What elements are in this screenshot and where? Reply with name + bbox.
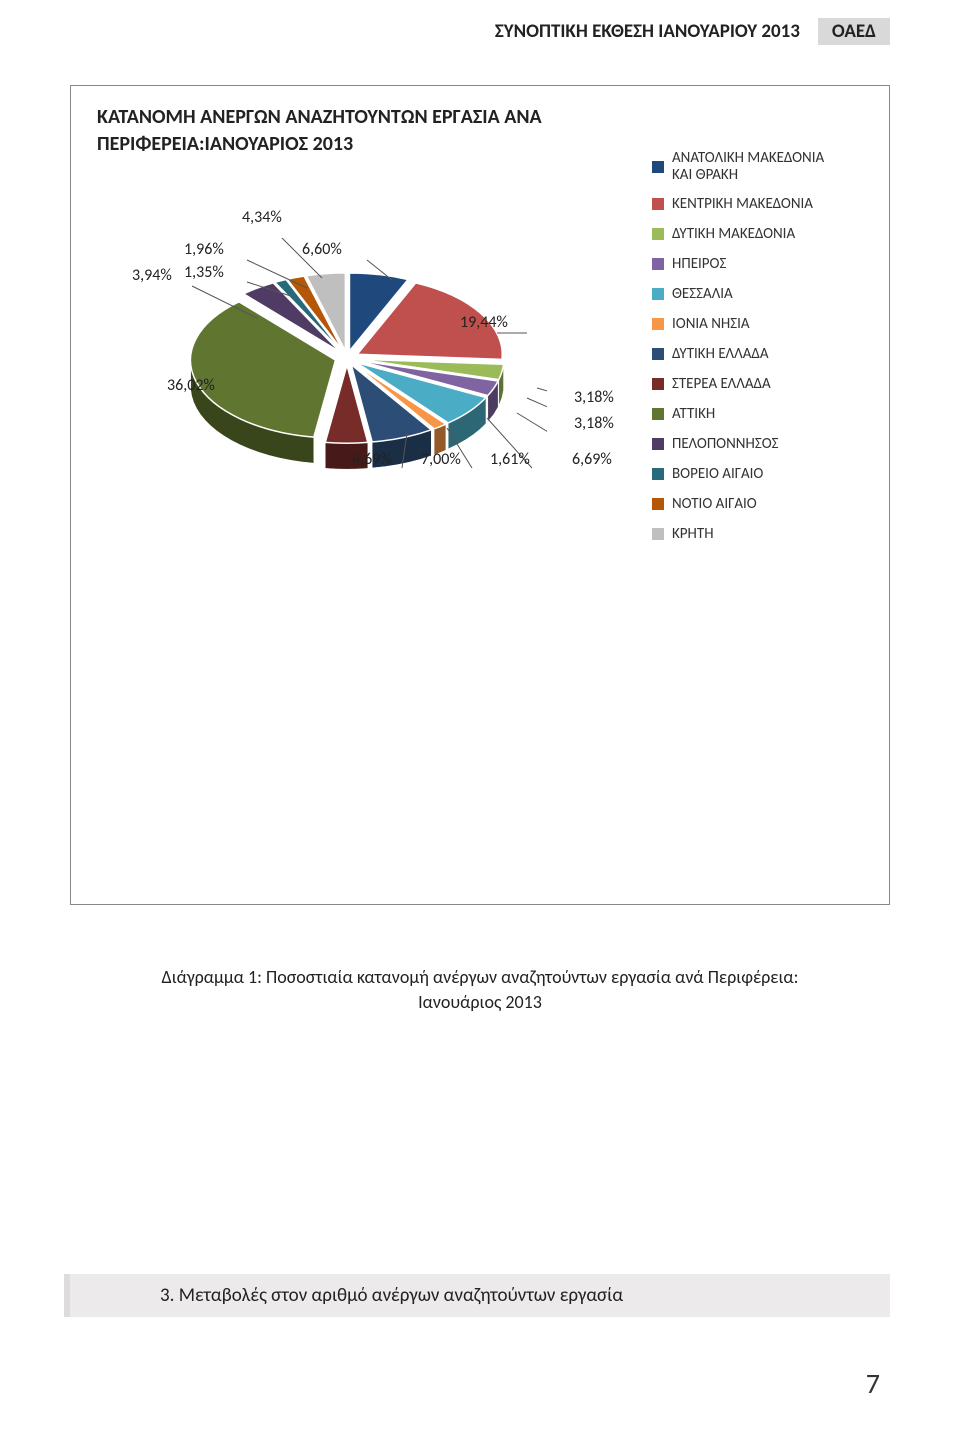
legend-item: ΠΕΛΟΠΟΝΝΗΣΟΣ	[652, 435, 824, 453]
legend-item: ΑΤΤΙΚΗ	[652, 405, 824, 423]
legend-swatch	[652, 318, 664, 330]
callout: 6,60%	[302, 240, 342, 259]
legend-swatch	[652, 198, 664, 210]
callout: 6,69%	[572, 450, 612, 469]
chart-title-line1: ΚΑΤΑΝΟΜΗ ΑΝΕΡΓΩΝ ΑΝΑΖΗΤΟΥΝΤΩΝ ΕΡΓΑΣΙΑ ΑΝ…	[97, 105, 542, 129]
page-header: ΣΥΝΟΠΤΙΚΗ ΕΚΘΕΣΗ ΙΑΝΟΥΑΡΙΟΥ 2013 ΟΑΕΔ	[70, 0, 890, 45]
caption-line1: Διάγραμμα 1: Ποσοστιαία κατανομή ανέργων…	[162, 966, 799, 988]
section-heading: 3. Μεταβολές στον αριθμό ανέργων αναζητο…	[70, 1274, 890, 1317]
callout: 3,18%	[574, 388, 614, 407]
callout: 7,00%	[421, 450, 461, 469]
legend-item: ΗΠΕΙΡΟΣ	[652, 255, 824, 273]
chart-container: ΚΑΤΑΝΟΜΗ ΑΝΕΡΓΩΝ ΑΝΑΖΗΤΟΥΝΤΩΝ ΕΡΓΑΣΙΑ ΑΝ…	[70, 85, 890, 905]
callout: 1,96%	[184, 240, 224, 259]
legend-swatch	[652, 408, 664, 420]
legend-label: ΝΟΤΙΟ ΑΙΓΑΙΟ	[672, 495, 757, 513]
callout: 36,02%	[167, 376, 215, 395]
legend-label: ΚΕΝΤΡΙΚΗ ΜΑΚΕΔΟΝΙΑ	[672, 195, 813, 213]
legend-label: ΚΡΗΤΗ	[672, 525, 714, 543]
legend-item: ΚΡΗΤΗ	[652, 525, 824, 543]
header-badge: ΟΑΕΔ	[818, 18, 890, 45]
legend-item: ΑΝΑΤΟΛΙΚΗ ΜΑΚΕΔΟΝΙΑΚΑΙ ΘΡΑΚΗ	[652, 150, 824, 183]
legend-swatch	[652, 528, 664, 540]
legend-swatch	[652, 468, 664, 480]
legend-swatch	[652, 161, 664, 173]
callout: 4,69%	[352, 450, 392, 469]
legend-label: ΒΟΡΕΙΟ ΑΙΓΑΙΟ	[672, 465, 763, 483]
section-heading-bar: 3. Μεταβολές στον αριθμό ανέργων αναζητο…	[0, 1274, 960, 1317]
legend-label: ΗΠΕΙΡΟΣ	[672, 255, 726, 273]
callout: 1,35%	[184, 263, 224, 282]
legend-item: ΔΥΤΙΚΗ ΕΛΛΑΔΑ	[652, 345, 824, 363]
legend-swatch	[652, 228, 664, 240]
legend-swatch	[652, 378, 664, 390]
page: ΣΥΝΟΠΤΙΚΗ ΕΚΘΕΣΗ ΙΑΝΟΥΑΡΙΟΥ 2013 ΟΑΕΔ ΚΑ…	[0, 0, 960, 1437]
legend-label: ΑΤΤΙΚΗ	[672, 405, 715, 423]
legend-item: ΒΟΡΕΙΟ ΑΙΓΑΙΟ	[652, 465, 824, 483]
legend-swatch	[652, 498, 664, 510]
caption-line2: Ιανουάριος 2013	[418, 991, 542, 1013]
legend-swatch	[652, 438, 664, 450]
legend-label: ΠΕΛΟΠΟΝΝΗΣΟΣ	[672, 435, 779, 453]
legend-label: ΣΤΕΡΕΑ ΕΛΛΑΔΑ	[672, 375, 771, 393]
legend-item: ΣΤΕΡΕΑ ΕΛΛΑΔΑ	[652, 375, 824, 393]
legend-item: ΚΕΝΤΡΙΚΗ ΜΑΚΕΔΟΝΙΑ	[652, 195, 824, 213]
legend-item: ΔΥΤΙΚΗ ΜΑΚΕΔΟΝΙΑ	[652, 225, 824, 243]
callout: 1,61%	[490, 450, 530, 469]
legend-swatch	[652, 348, 664, 360]
legend-item: ΘΕΣΣΑΛΙΑ	[652, 285, 824, 303]
legend-label: ΑΝΑΤΟΛΙΚΗ ΜΑΚΕΔΟΝΙΑΚΑΙ ΘΡΑΚΗ	[672, 150, 824, 183]
chart-body: ΑΝΑΤΟΛΙΚΗ ΜΑΚΕΔΟΝΙΑΚΑΙ ΘΡΑΚΗ ΚΕΝΤΡΙΚΗ ΜΑ…	[97, 228, 863, 528]
callout: 3,18%	[574, 414, 614, 433]
callout: 4,34%	[242, 208, 282, 227]
chart-title-line2: ΠΕΡΙΦΕΡΕΙΑ:ΙΑΝΟΥΑΡΙΟΣ 2013	[97, 132, 353, 156]
legend-label: ΘΕΣΣΑΛΙΑ	[672, 285, 733, 303]
legend-item: ΙΟΝΙΑ ΝΗΣΙΑ	[652, 315, 824, 333]
callout: 19,44%	[460, 313, 508, 332]
legend-label: ΔΥΤΙΚΗ ΜΑΚΕΔΟΝΙΑ	[672, 225, 795, 243]
legend-swatch	[652, 288, 664, 300]
legend-swatch	[652, 258, 664, 270]
header-title: ΣΥΝΟΠΤΙΚΗ ΕΚΘΕΣΗ ΙΑΝΟΥΑΡΙΟΥ 2013	[495, 20, 800, 43]
legend-label: ΙΟΝΙΑ ΝΗΣΙΑ	[672, 315, 750, 333]
legend-item: ΝΟΤΙΟ ΑΙΓΑΙΟ	[652, 495, 824, 513]
chart-legend: ΑΝΑΤΟΛΙΚΗ ΜΑΚΕΔΟΝΙΑΚΑΙ ΘΡΑΚΗ ΚΕΝΤΡΙΚΗ ΜΑ…	[652, 138, 824, 555]
page-number: 7	[866, 1366, 880, 1401]
callout: 3,94%	[132, 266, 172, 285]
legend-label: ΔΥΤΙΚΗ ΕΛΛΑΔΑ	[672, 345, 769, 363]
chart-caption: Διάγραμμα 1: Ποσοστιαία κατανομή ανέργων…	[70, 965, 890, 1015]
